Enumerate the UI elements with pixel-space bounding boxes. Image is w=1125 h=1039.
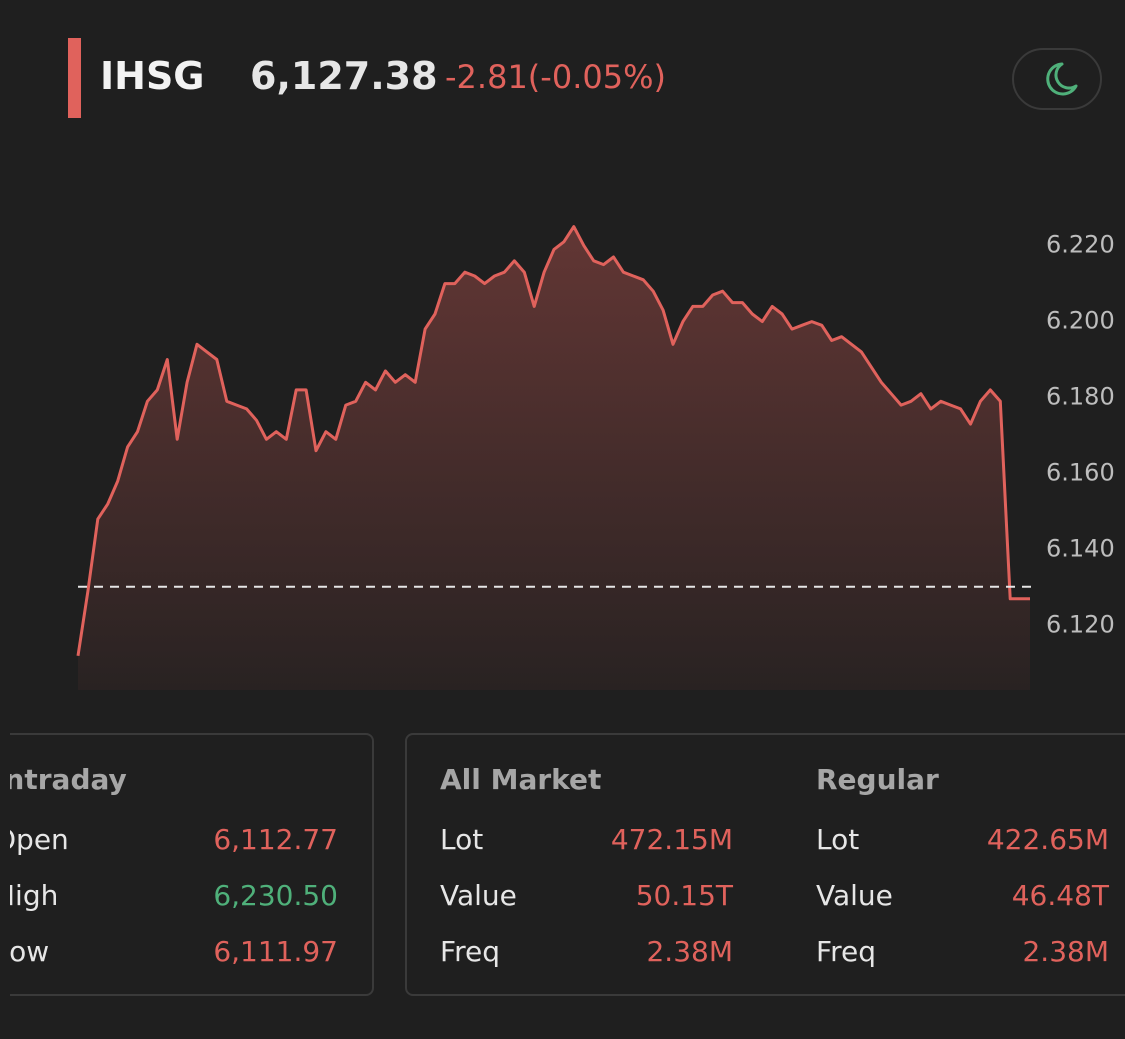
stat-label: Open bbox=[10, 823, 69, 856]
stat-value: 6,111.97 bbox=[213, 935, 338, 968]
intraday-panel: Intraday Open 6,112.77 High 6,230.50 Low 6,111… bbox=[10, 733, 374, 996]
all-market-section: All Market Lot 472.15M Value 50.15T Freq 2.38M bbox=[407, 735, 733, 994]
price: 6,127.38 bbox=[250, 54, 438, 98]
stat-label: Freq bbox=[816, 935, 876, 968]
stat-value: 472.15M bbox=[610, 823, 733, 856]
market-panel: All Market Lot 472.15M Value 50.15T Freq 2.38M… bbox=[405, 733, 1125, 996]
stat-value: 2.38M bbox=[1022, 935, 1109, 968]
stat-label: High bbox=[10, 879, 59, 912]
section-title: Intraday bbox=[10, 763, 127, 796]
ticker: IHSG bbox=[100, 54, 205, 98]
y-tick-label: 6.160 bbox=[1046, 458, 1115, 486]
stat-label: Value bbox=[440, 879, 517, 912]
stat-label: Lot bbox=[816, 823, 860, 856]
price-change: -2.81(-0.05%) bbox=[445, 58, 666, 96]
price-line bbox=[76, 225, 1030, 657]
section-title: All Market bbox=[440, 763, 602, 796]
stat-label: Lot bbox=[440, 823, 484, 856]
theme-toggle[interactable] bbox=[1012, 48, 1102, 110]
stat-value: 6,112.77 bbox=[213, 823, 338, 856]
y-tick-label: 6.140 bbox=[1046, 534, 1115, 562]
accent-bar bbox=[68, 38, 81, 118]
y-tick-label: 6.220 bbox=[1046, 231, 1115, 259]
section-title: Regular bbox=[816, 763, 939, 796]
stat-value: 46.48T bbox=[1011, 879, 1109, 912]
y-tick-label: 6.120 bbox=[1046, 610, 1115, 638]
stat-label: Low bbox=[10, 935, 50, 968]
area bbox=[78, 226, 1030, 690]
stat-value: 50.15T bbox=[635, 879, 733, 912]
y-tick-label: 6.180 bbox=[1046, 383, 1115, 411]
intraday-section: Intraday Open 6,112.77 High 6,230.50 Low 6,111… bbox=[10, 735, 338, 994]
moon-icon bbox=[1046, 62, 1078, 96]
stat-value: 2.38M bbox=[646, 935, 733, 968]
stat-value: 6,230.50 bbox=[213, 879, 338, 912]
stat-label: Freq bbox=[440, 935, 500, 968]
stat-value: 422.65M bbox=[986, 823, 1109, 856]
chart: 6.120 6.140 6.160 6.180 6.200 6.220 bbox=[76, 225, 1115, 690]
y-tick-label: 6.200 bbox=[1046, 307, 1115, 335]
stat-label: Value bbox=[816, 879, 893, 912]
regular-section: Regular Lot 422.65M Value 46.48T Freq 2.38M bbox=[783, 735, 1109, 994]
